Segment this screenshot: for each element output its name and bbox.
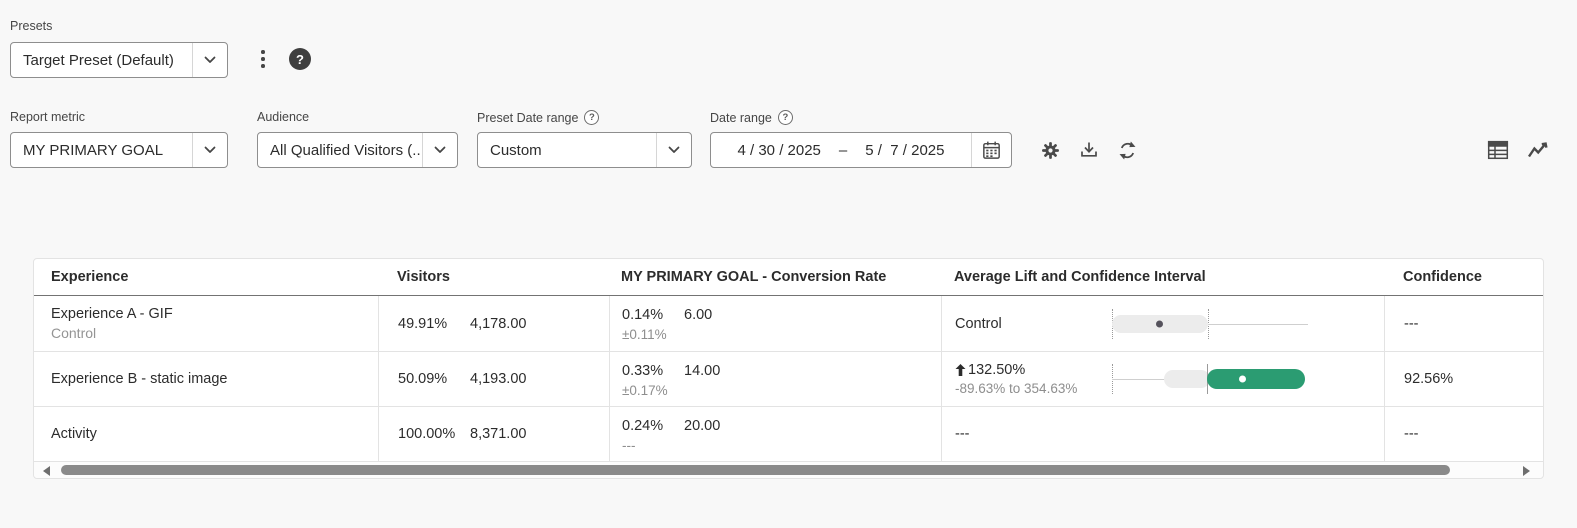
table-view-icon[interactable]	[1484, 136, 1512, 164]
table-row-experience-a[interactable]: Experience A - GIF Control 49.91% 4,178.…	[34, 296, 1543, 351]
download-icon[interactable]	[1075, 136, 1103, 164]
experience-name-cell: Activity	[34, 407, 378, 461]
column-header-experience[interactable]: Experience	[51, 269, 129, 285]
conversion-rate-cell: 0.24% --- 20.00	[609, 407, 941, 461]
conversion-margin: ±0.11%	[622, 327, 667, 342]
chevron-down-icon	[192, 133, 227, 167]
confidence-interval-graphic-control	[1112, 308, 1308, 339]
conversion-rate: 0.24%	[622, 417, 664, 434]
help-icon[interactable]: ?	[289, 48, 311, 70]
presets-select-value: Target Preset (Default)	[23, 51, 174, 69]
presets-label: Presets	[10, 19, 52, 33]
preset-date-range-value: Custom	[490, 141, 542, 159]
lift-up-arrow-icon	[955, 364, 966, 376]
visitors-percent: 100.00%	[398, 426, 456, 442]
confidence-interval-graphic	[1112, 364, 1308, 394]
column-header-conversion-rate[interactable]: MY PRIMARY GOAL - Conversion Rate	[621, 269, 887, 285]
confidence-value: 92.56%	[1404, 371, 1454, 387]
date-range-end[interactable]: 5 / 7 / 2025	[865, 141, 945, 159]
line-graph-view-icon[interactable]	[1524, 137, 1552, 165]
preset-date-range-label: Preset Date range ?	[477, 110, 600, 125]
preset-date-range-select[interactable]: Custom	[477, 132, 692, 168]
preset-date-range-label-text: Preset Date range	[477, 110, 579, 125]
table-row-activity[interactable]: Activity 100.00% 8,371.00 0.24% --- 20.0…	[34, 406, 1543, 461]
conversions-count: 14.00	[684, 362, 721, 379]
experience-subname: Control	[51, 325, 97, 341]
experience-name: Activity	[51, 426, 97, 442]
presets-label-text: Presets	[10, 19, 53, 33]
chevron-down-icon	[192, 43, 227, 77]
date-range-separator: –	[838, 141, 848, 159]
average-lift-cell: 132.50% -89.63% to 354.63%	[941, 352, 1384, 406]
date-range-values[interactable]: 4 / 30 / 2025 – 5 / 7 / 2025	[711, 133, 971, 167]
date-range-label-text: Date range	[710, 110, 772, 125]
conversion-margin: ---	[622, 437, 636, 453]
report-metric-value: MY PRIMARY GOAL	[23, 141, 164, 159]
table-header-row: Experience Visitors MY PRIMARY GOAL - Co…	[34, 259, 1543, 296]
date-range-help-icon[interactable]: ?	[777, 110, 793, 125]
scrollbar-thumb[interactable]	[61, 465, 1450, 475]
experience-name: Experience B - static image	[51, 371, 228, 387]
report-metric-label-text: Report metric	[10, 110, 86, 124]
horizontal-scrollbar[interactable]	[34, 461, 1543, 478]
lift-range: -89.63% to 354.63%	[955, 381, 1078, 396]
visitors-percent: 49.91%	[398, 315, 448, 332]
average-lift-cell: ---	[941, 407, 1384, 461]
conversion-rate-cell: 0.14% ±0.11% 6.00	[609, 296, 941, 351]
column-header-confidence[interactable]: Confidence	[1403, 269, 1482, 285]
conversion-rate-cell: 0.33% ±0.17% 14.00	[609, 352, 941, 406]
table-row-experience-b[interactable]: Experience B - static image 50.09% 4,193…	[34, 351, 1543, 406]
average-lift-cell: Control	[941, 296, 1384, 351]
visitors-percent: 50.09%	[398, 371, 448, 387]
confidence-cell: ---	[1384, 296, 1544, 351]
refresh-icon[interactable]	[1113, 136, 1141, 164]
conversions-count: 20.00	[684, 417, 721, 434]
conversion-rate: 0.33%	[622, 362, 664, 379]
date-range-label: Date range ?	[710, 110, 793, 125]
report-table: Experience Visitors MY PRIMARY GOAL - Co…	[33, 258, 1544, 479]
conversion-margin: ±0.17%	[622, 382, 668, 398]
scroll-left-arrow-icon[interactable]	[43, 465, 50, 476]
confidence-value: ---	[1404, 315, 1419, 332]
preset-date-range-help-icon[interactable]: ?	[584, 110, 600, 125]
visitors-count: 4,178.00	[470, 315, 527, 332]
lift-value: 132.50%	[968, 362, 1026, 378]
column-header-visitors[interactable]: Visitors	[397, 269, 450, 285]
visitors-cell: 50.09% 4,193.00	[378, 352, 609, 406]
experience-name-cell: Experience A - GIF Control	[34, 296, 378, 351]
conversions-count: 6.00	[684, 307, 713, 323]
scroll-right-arrow-icon[interactable]	[1523, 465, 1530, 476]
calendar-icon[interactable]	[971, 133, 1011, 167]
report-metric-select[interactable]: MY PRIMARY GOAL	[10, 132, 228, 168]
confidence-value: ---	[1404, 426, 1419, 442]
more-actions-kebab-icon[interactable]	[255, 46, 271, 72]
visitors-cell: 49.91% 4,178.00	[378, 296, 609, 351]
lift-control-label: Control	[955, 315, 1002, 332]
experience-name: Experience A - GIF	[51, 306, 173, 322]
visitors-count: 8,371.00	[470, 426, 527, 442]
date-range-start[interactable]: 4 / 30 / 2025	[737, 141, 821, 159]
column-header-average-lift[interactable]: Average Lift and Confidence Interval	[954, 269, 1206, 285]
confidence-cell: 92.56%	[1384, 352, 1544, 406]
report-metric-label: Report metric	[10, 110, 85, 124]
audience-label: Audience	[257, 110, 309, 124]
chevron-down-icon	[656, 133, 691, 167]
confidence-cell: ---	[1384, 407, 1544, 461]
conversion-rate: 0.14%	[622, 307, 664, 323]
visitors-cell: 100.00% 8,371.00	[378, 407, 609, 461]
audience-label-text: Audience	[257, 110, 310, 124]
audience-select[interactable]: All Qualified Visitors (...	[257, 132, 458, 168]
visitors-count: 4,193.00	[470, 371, 527, 387]
presets-select[interactable]: Target Preset (Default)	[10, 42, 228, 78]
settings-gear-icon[interactable]	[1036, 136, 1064, 164]
date-range-field[interactable]: 4 / 30 / 2025 – 5 / 7 / 2025	[710, 132, 1012, 168]
help-glyph: ?	[296, 51, 304, 67]
chevron-down-icon	[422, 133, 457, 167]
audience-value: All Qualified Visitors (...	[270, 141, 422, 159]
experience-name-cell: Experience B - static image	[34, 352, 378, 406]
lift-empty: ---	[955, 426, 970, 442]
